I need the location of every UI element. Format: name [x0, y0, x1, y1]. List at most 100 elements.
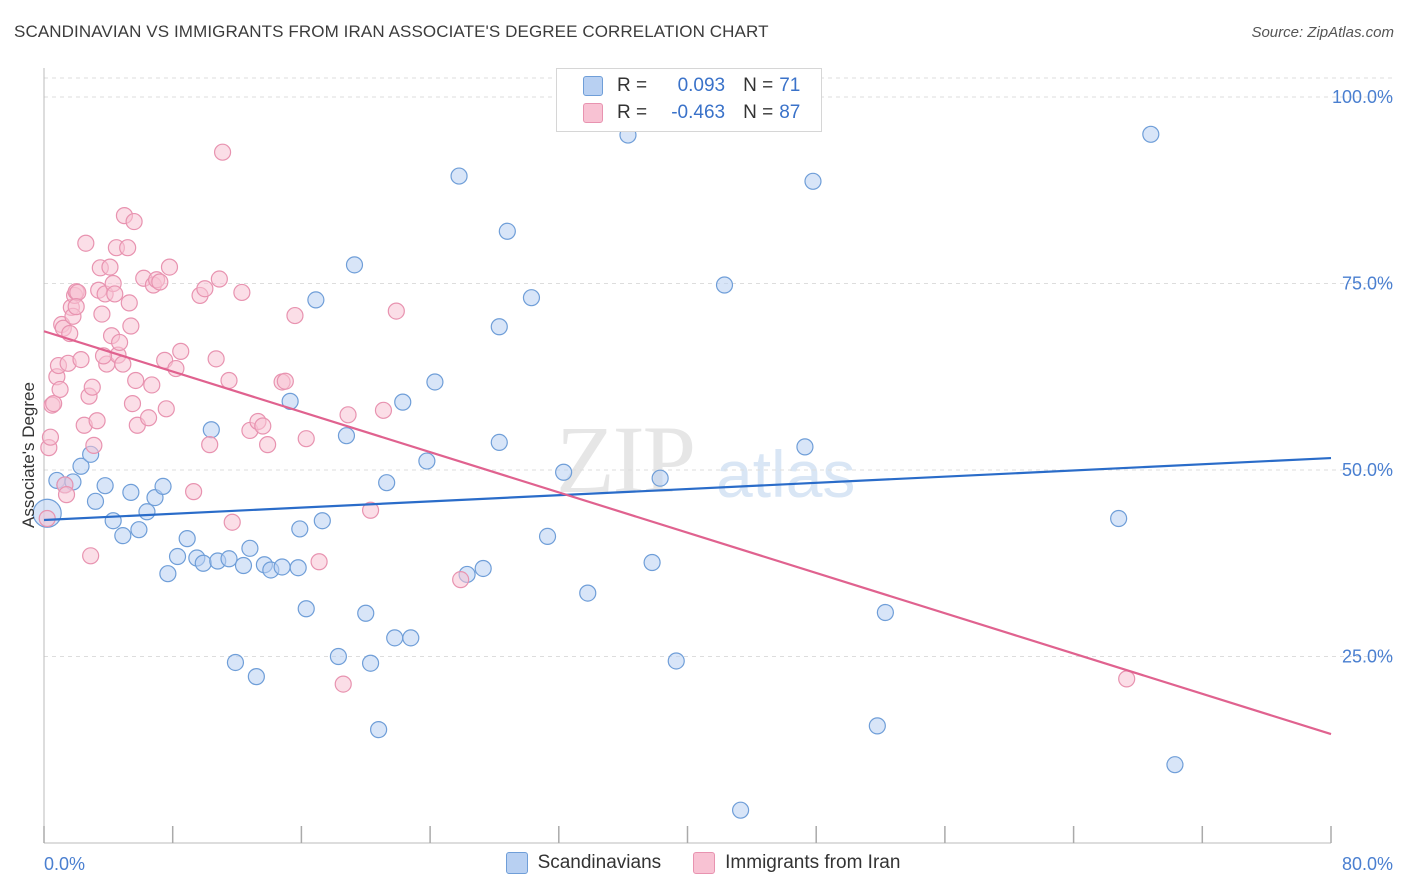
- data-point-iran: [286, 306, 304, 325]
- data-point-scandinavians: [402, 629, 420, 647]
- data-point-iran: [51, 380, 69, 399]
- data-point-scandinavians: [178, 530, 196, 548]
- data-point-scandinavians: [715, 276, 734, 294]
- tick-labels: 25.0% 50.0% 75.0% 100.0% 0.0% 80.0%: [44, 87, 1393, 874]
- data-point-iran: [77, 234, 95, 252]
- data-point-scandinavians: [426, 373, 444, 391]
- data-point-scandinavians: [555, 463, 573, 481]
- data-point-iran: [151, 273, 169, 291]
- data-point-scandinavians: [1142, 125, 1160, 143]
- legend-item-scandinavians[interactable]: Scandinavians: [505, 852, 661, 874]
- data-point-iran: [83, 378, 101, 396]
- y-tick-label: 50.0%: [1342, 460, 1393, 480]
- data-point-scandinavians: [876, 603, 894, 622]
- data-point-scandinavians: [1110, 509, 1128, 528]
- data-point-scandinavians: [291, 520, 309, 538]
- data-point-scandinavians: [804, 172, 822, 190]
- data-point-iran: [213, 143, 232, 161]
- data-point-iran: [361, 501, 380, 519]
- data-point-iran: [339, 406, 357, 424]
- source-label: Source: ZipAtlas.com: [1251, 24, 1394, 41]
- data-point-scandinavians: [241, 539, 259, 557]
- legend-n-label: N =: [743, 75, 774, 96]
- legend-n-value: 71: [779, 75, 801, 96]
- data-point-iran: [310, 553, 328, 571]
- data-point-scandinavians: [522, 289, 541, 307]
- data-point-iran: [167, 359, 185, 378]
- legend-r-value: -0.463: [671, 102, 726, 123]
- legend-n-value: 87: [779, 102, 801, 123]
- data-point-scandinavians: [538, 527, 557, 545]
- data-point-scandinavians: [273, 558, 291, 576]
- chart-title: SCANDINAVIAN VS IMMIGRANTS FROM IRAN ASS…: [14, 22, 769, 41]
- data-point-iran: [123, 395, 142, 413]
- data-point-iran: [82, 547, 100, 565]
- data-point-iran: [85, 436, 103, 454]
- data-point-scandinavians: [337, 427, 356, 445]
- data-point-scandinavians: [667, 652, 685, 670]
- trend-lines: [43, 330, 1332, 736]
- data-point-iran: [259, 436, 277, 454]
- series-legend: Scandinavians Immigrants from Iran: [0, 852, 1406, 874]
- legend-row-scandinavians: R = 0.093 N = 71: [583, 73, 800, 99]
- data-point-scandinavians: [370, 721, 388, 739]
- data-point-iran: [157, 400, 175, 418]
- data-point-iran: [122, 317, 140, 335]
- data-point-iran: [67, 298, 85, 316]
- data-point-iran: [125, 212, 143, 231]
- x-tick-label: 80.0%: [1342, 854, 1393, 874]
- data-point-iran: [201, 436, 219, 454]
- data-point-iran: [334, 675, 352, 693]
- data-point-scandinavians: [651, 469, 669, 487]
- data-point-scandinavians: [114, 527, 132, 545]
- axes: [43, 68, 1332, 844]
- y-tick-label: 75.0%: [1342, 274, 1393, 294]
- data-point-iran: [452, 571, 470, 589]
- data-point-scandinavians: [130, 521, 148, 539]
- legend-swatch-pink: [583, 103, 603, 123]
- data-point-iran: [119, 239, 137, 257]
- data-point-iran: [93, 305, 111, 323]
- data-point-scandinavians: [450, 167, 468, 185]
- y-tick-label: 100.0%: [1332, 87, 1393, 107]
- data-point-iran: [276, 372, 294, 390]
- data-point-scandinavians: [220, 550, 238, 568]
- data-point-iran: [254, 417, 272, 435]
- legend-swatch-pink: [693, 852, 716, 874]
- data-point-iran: [223, 513, 241, 531]
- data-point-iran: [111, 333, 129, 352]
- data-point-iran: [207, 350, 225, 368]
- data-point-iran: [210, 270, 228, 288]
- data-point-scandinavians: [490, 433, 508, 451]
- data-point-iran: [185, 483, 203, 501]
- series-iran-points: [38, 143, 1136, 693]
- data-point-iran: [101, 258, 119, 276]
- data-point-scandinavians: [731, 801, 750, 819]
- data-point-iran: [374, 401, 393, 419]
- y-axis-label: Associate's Degree: [19, 382, 38, 528]
- data-point-scandinavians: [498, 222, 516, 240]
- data-point-scandinavians: [868, 717, 886, 735]
- data-point-scandinavians: [307, 291, 325, 309]
- legend-item-iran[interactable]: Immigrants from Iran: [693, 852, 900, 874]
- data-point-iran: [127, 371, 145, 390]
- data-point-scandinavians: [357, 604, 375, 622]
- legend-swatch-blue: [583, 76, 603, 96]
- data-point-scandinavians: [643, 553, 661, 572]
- legend-r-label: R =: [617, 75, 648, 96]
- data-point-iran: [196, 280, 214, 298]
- data-point-scandinavians: [159, 565, 177, 583]
- data-point-scandinavians: [138, 503, 156, 521]
- data-point-iran: [1118, 670, 1136, 688]
- data-point-scandinavians: [394, 393, 412, 411]
- data-point-scandinavians: [168, 547, 187, 566]
- data-point-iran: [139, 409, 158, 427]
- data-point-scandinavians: [194, 554, 212, 572]
- legend-swatch-blue: [505, 852, 528, 874]
- data-point-iran: [143, 376, 161, 394]
- data-point-scandinavians: [378, 474, 396, 492]
- data-point-scandinavians: [313, 512, 331, 530]
- data-point-scandinavians: [226, 653, 245, 672]
- trend-line-iran: [43, 330, 1332, 736]
